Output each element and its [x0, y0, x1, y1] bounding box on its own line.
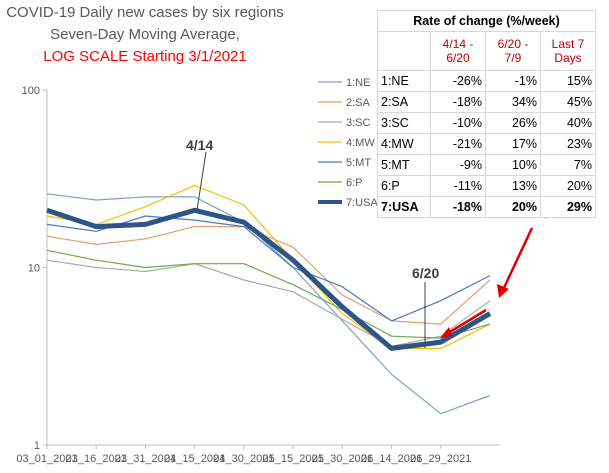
rate-value: 23%	[540, 133, 596, 155]
region-label: 1:NE	[377, 70, 431, 92]
x-tick-label: 06_14_2021	[361, 453, 422, 465]
rate-value: -11%	[430, 175, 486, 197]
rate-value: 26%	[485, 112, 541, 134]
legend-label: 3:SC	[346, 117, 371, 129]
rate-value: 15%	[540, 70, 596, 92]
x-tick-label: 04_30_2021	[213, 453, 274, 465]
rate-value: -18%	[430, 91, 486, 113]
table-title: Rate of change (%/week)	[377, 10, 596, 32]
legend-label: 1:NE	[346, 77, 370, 89]
chart-title-line1: COVID-19 Daily new cases by six regions	[6, 4, 284, 21]
x-tick-label: 05_15_2021	[263, 453, 324, 465]
region-label: 7:USA	[377, 196, 431, 218]
table-row: 1:NE -26% -1% 15%	[377, 70, 596, 92]
peak-annotation-label: 4/14	[186, 137, 213, 153]
table-row-usa: 7:USA -18% 20% 29%	[377, 196, 596, 218]
rate-value: -26%	[430, 70, 486, 92]
series-line-sc	[46, 259, 491, 347]
chart-title-line2: Seven-Day Moving Average,	[50, 26, 240, 43]
x-tick-label: 03_31_2021	[115, 453, 176, 465]
table-row: 5:MT -9% 10% 7%	[377, 154, 596, 176]
trough-annotation-label: 6/20	[412, 265, 439, 281]
legend-label: 5:MT	[346, 157, 371, 169]
rate-value: 29%	[540, 196, 596, 218]
rate-value: 17%	[485, 133, 541, 155]
series-line-p	[46, 249, 491, 339]
legend-label: 6:P	[346, 177, 363, 189]
rate-value: -18%	[430, 196, 486, 218]
rate-value: 45%	[540, 91, 596, 113]
chart-title-line3: LOG SCALE Starting 3/1/2021	[43, 48, 247, 65]
region-label: 4:MW	[377, 133, 431, 155]
red-arrow-head	[497, 284, 509, 298]
y-tick-label: 1	[34, 440, 40, 452]
x-tick-label: 03_01_2021	[16, 453, 77, 465]
header-period2: 6/20 - 7/9	[485, 31, 541, 71]
x-tick-label: 06_29_2021	[410, 453, 471, 465]
header-period1: 4/14 - 6/20	[430, 31, 486, 71]
rate-value: -9%	[430, 154, 486, 176]
region-label: 3:SC	[377, 112, 431, 134]
header-last7: Last 7 Days	[540, 31, 596, 71]
series-line-mw	[46, 184, 491, 349]
region-label: 5:MT	[377, 154, 431, 176]
legend-label: 4:MW	[346, 137, 375, 149]
table-row: 4:MW -21% 17% 23%	[377, 133, 596, 155]
x-tick-label: 03_16_2021	[66, 453, 127, 465]
rate-value: 13%	[485, 175, 541, 197]
rate-value: -10%	[430, 112, 486, 134]
y-tick-label: 100	[22, 85, 40, 97]
table-header-blank	[377, 31, 431, 71]
peak-annotation-line	[196, 151, 207, 211]
table-row: 2:SA -18% 34% 45%	[377, 91, 596, 113]
red-arrow-line	[500, 227, 534, 293]
rate-value: 20%	[540, 175, 596, 197]
rate-value: 34%	[485, 91, 541, 113]
rate-value: -1%	[485, 70, 541, 92]
table-row: 3:SC -10% 26% 40%	[377, 112, 596, 134]
rate-value: 40%	[540, 112, 596, 134]
series-line-usa	[46, 207, 492, 351]
legend-label: 2:SA	[346, 97, 371, 109]
rate-value: -21%	[430, 133, 486, 155]
table-row: 6:P -11% 13% 20%	[377, 175, 596, 197]
red-trend-arrow-head	[440, 327, 452, 338]
series-line-sa	[46, 226, 491, 325]
legend-label: 7:USA	[346, 197, 378, 209]
y-tick-label: 10	[28, 263, 40, 275]
x-tick-label: 04_15_2021	[164, 453, 225, 465]
region-label: 6:P	[377, 175, 431, 197]
rate-of-change-table: Rate of change (%/week) 4/14 - 6/20 6/20…	[377, 10, 596, 218]
x-tick-label: 05_30_2021	[312, 453, 373, 465]
region-label: 2:SA	[377, 91, 431, 113]
rate-value: 7%	[540, 154, 596, 176]
rate-value: 20%	[485, 196, 541, 218]
red-trend-arrow	[444, 308, 487, 337]
series-line-ne	[46, 193, 491, 415]
rate-value: 10%	[485, 154, 541, 176]
